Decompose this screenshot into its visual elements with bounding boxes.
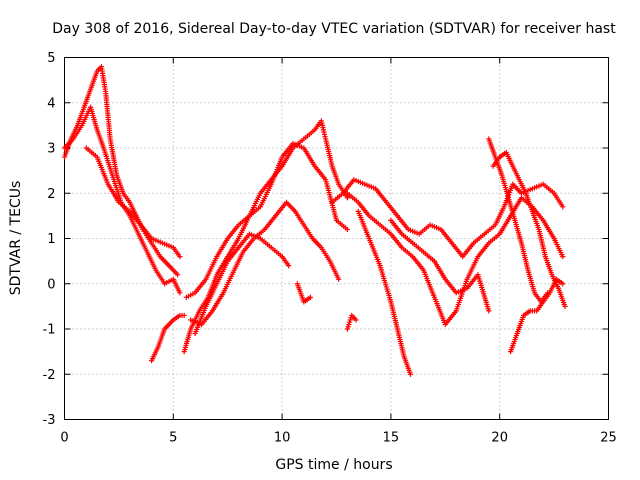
data-point xyxy=(336,276,342,282)
y-tick-label: 1 xyxy=(47,232,55,247)
data-point xyxy=(177,290,183,296)
data-point xyxy=(181,312,187,319)
data-point xyxy=(175,272,181,278)
data-point xyxy=(407,371,414,377)
x-tick-label: 15 xyxy=(383,431,400,446)
chart-title: Day 308 of 2016, Sidereal Day-to-day VTE… xyxy=(52,21,616,37)
series-prn-j xyxy=(344,312,359,332)
series-prn-q xyxy=(507,276,566,355)
x-tick-label: 5 xyxy=(169,431,177,446)
series-prn-k xyxy=(329,177,566,260)
y-tick-label: 3 xyxy=(47,142,55,157)
x-tick-label: 0 xyxy=(60,431,68,446)
x-tick-label: 10 xyxy=(274,431,291,446)
series-prn-n xyxy=(388,217,492,314)
series-prn-l xyxy=(344,190,566,328)
data-point xyxy=(177,254,183,260)
series-prn-b xyxy=(61,104,183,296)
series-prn-g xyxy=(188,199,342,328)
series-prn-i xyxy=(294,281,313,305)
series-prn-p xyxy=(490,149,568,309)
data-points xyxy=(61,63,568,377)
data-point xyxy=(560,204,566,210)
y-tick-label: -3 xyxy=(43,413,56,428)
series-prn-f xyxy=(183,140,350,300)
y-tick-label: 4 xyxy=(47,96,55,111)
y-tick-label: 2 xyxy=(47,187,55,202)
series-prn-d xyxy=(148,312,187,364)
data-point xyxy=(344,195,350,201)
series-prn-h xyxy=(192,231,292,337)
data-point xyxy=(307,294,313,300)
series-prn-c xyxy=(83,145,183,260)
data-point xyxy=(353,317,359,323)
y-tick-label: -1 xyxy=(43,323,56,338)
x-axis-tick-labels: 0 5 10 15 20 25 xyxy=(60,431,616,446)
x-axis-label: GPS time / hours xyxy=(275,457,392,473)
x-tick-label: 20 xyxy=(491,431,508,446)
y-axis-label: SDTVAR / TECUs xyxy=(8,181,24,296)
y-tick-label: 0 xyxy=(47,277,55,292)
data-point xyxy=(286,263,292,269)
grid xyxy=(64,57,609,420)
y-tick-label: -2 xyxy=(43,368,56,383)
y-axis-tick-labels: -3 -2 -1 0 1 2 3 4 5 xyxy=(43,51,56,428)
y-tick-label: 5 xyxy=(47,51,55,66)
data-point xyxy=(560,281,566,287)
data-point xyxy=(562,303,568,309)
data-point xyxy=(486,308,492,314)
series-prn-m xyxy=(355,208,414,377)
data-point xyxy=(560,254,566,260)
series-prn-o xyxy=(486,136,551,305)
x-tick-label: 25 xyxy=(600,431,617,446)
data-point xyxy=(344,226,350,233)
